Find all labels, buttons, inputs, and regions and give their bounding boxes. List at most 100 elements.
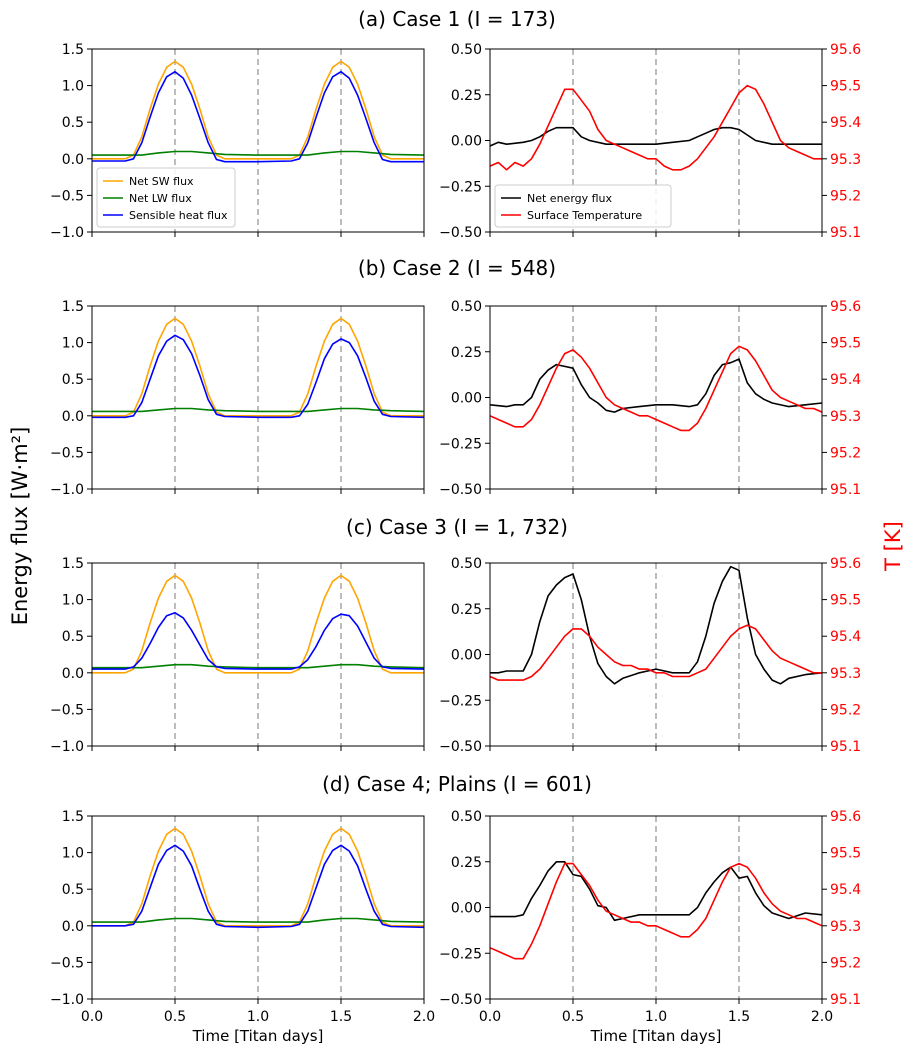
y-tick-label: −0.5: [50, 955, 84, 971]
y2-tick-label: 95.4: [830, 372, 861, 388]
y-tick-label: −1.0: [50, 225, 84, 241]
series-sw: [92, 827, 424, 927]
x-axis-label: Time [Titan days]: [192, 1027, 324, 1045]
y2-tick-label: 95.1: [830, 739, 861, 755]
y2-tick-label: 95.3: [830, 919, 861, 935]
y-tick-label: −0.50: [439, 225, 482, 241]
y2-tick-label: 95.6: [830, 809, 861, 825]
y2-tick-label: 95.5: [830, 336, 861, 352]
panel-7: (d) Case 4; Plains (I = 601)−1.0−0.50.00…: [50, 772, 592, 1045]
x-tick-label: 1.0: [247, 1009, 269, 1025]
y-tick-label: 0.00: [451, 901, 482, 917]
y2-tick-label: 95.5: [830, 846, 861, 862]
y-tick-label: 0.0: [62, 666, 84, 682]
y-tick-label: 0.50: [451, 556, 482, 572]
y-tick-label: 0.00: [451, 391, 482, 407]
x-tick-label: 0.5: [164, 1009, 186, 1025]
panel-title: (a) Case 1 (I = 173): [358, 7, 556, 31]
series-net: [490, 860, 823, 922]
panel-4: −0.50 −0.25 0.00 0.25 0.50 95.1 95.2 95.3 95.4 95…: [439, 299, 861, 498]
panel-title: (d) Case 4; Plains (I = 601): [322, 772, 592, 796]
legend-label: Net energy flux: [527, 192, 613, 205]
y-tick-label: 1.5: [62, 299, 84, 315]
series-temp: [489, 862, 823, 960]
y-tick-label: 0.5: [62, 372, 84, 388]
y-tick-label: 0.0: [62, 919, 84, 935]
panel-title: (b) Case 2 (I = 548): [358, 256, 556, 280]
y2-tick-label: 95.1: [830, 992, 861, 1008]
series-sens: [92, 70, 424, 163]
legend: Net SW flux Net LW flux Sensible heat flux: [96, 167, 236, 228]
panel-title: (c) Case 3 (I = 1, 732): [346, 515, 568, 539]
legend-label: Surface Temperature: [527, 209, 642, 222]
y-tick-label: 0.50: [451, 809, 482, 825]
y-tick-label: 1.0: [62, 336, 84, 352]
y-tick-label: −1.0: [50, 739, 84, 755]
series-lw: [92, 663, 425, 669]
x-tick-label: 1.5: [728, 1009, 750, 1025]
y2-tick-label: 95.2: [830, 955, 861, 971]
x-tick-label: 0.5: [562, 1009, 584, 1025]
y-tick-label: 0.00: [451, 648, 482, 664]
y2-tick-label: 95.6: [830, 299, 861, 315]
y-tick-label: 0.25: [451, 88, 482, 104]
series-sens: [92, 334, 425, 419]
series-lw: [92, 917, 425, 923]
legend-label: Net LW flux: [129, 192, 192, 205]
y-tick-label: −0.25: [439, 693, 482, 709]
panel-8: −0.50 −0.25 0.00 0.25 0.50 95.1 95.2 95.3 95.4 95…: [439, 809, 861, 1045]
y-tick-label: 0.0: [62, 409, 84, 425]
y-tick-label: −0.5: [50, 702, 84, 718]
y2-tick-label: 95.6: [830, 556, 861, 572]
legend: Net energy flux Surface Temperature: [494, 184, 672, 228]
y-tick-label: 0.50: [451, 299, 482, 315]
right-ylabel: T [K]: [881, 521, 905, 572]
y-tick-label: −0.50: [439, 482, 482, 498]
y-tick-label: −0.5: [50, 445, 84, 461]
y-tick-label: 0.5: [62, 115, 84, 131]
y-tick-label: 0.25: [451, 855, 482, 871]
x-tick-label: 1.0: [645, 1009, 667, 1025]
y2-tick-label: 95.6: [830, 42, 861, 58]
y2-tick-label: 95.3: [830, 409, 861, 425]
y-tick-label: −1.0: [50, 992, 84, 1008]
panel-3: (b) Case 2 (I = 548) −1.0 −0.5 0.0 0.5 1.0 1.5: [50, 256, 556, 498]
x-tick-label: 2.0: [811, 1009, 833, 1025]
panel-2: −0.50 −0.25 0.00 0.25 0.50 95.1 95.2 95.3 95.4 95…: [439, 42, 861, 241]
y-tick-label: −0.25: [439, 436, 482, 452]
series-temp: [489, 345, 823, 432]
legend-box: [96, 167, 236, 228]
left-ylabel: Energy flux [W·m²]: [8, 427, 32, 626]
y2-tick-label: 95.5: [830, 593, 861, 609]
series-sw: [92, 317, 424, 417]
y2-tick-label: 95.1: [830, 482, 861, 498]
series-temp: [489, 624, 822, 681]
x-tick-label: 0.0: [81, 1009, 103, 1025]
y-tick-label: 1.5: [62, 556, 84, 572]
series-temp: [489, 84, 822, 171]
x-tick-label: 2.0: [413, 1009, 435, 1025]
x-tick-label: 1.5: [330, 1009, 352, 1025]
y2-tick-label: 95.2: [830, 445, 861, 461]
y-tick-label: 0.50: [451, 42, 482, 58]
y-tick-label: 0.0: [62, 152, 84, 168]
y-tick-label: 1.0: [62, 846, 84, 862]
panel-6: −0.50 −0.25 0.00 0.25 0.50 95.1 95.2 95.3 95.4 95…: [439, 556, 861, 755]
y-tick-label: 1.0: [62, 79, 84, 95]
y-tick-label: −0.50: [439, 739, 482, 755]
y2-tick-label: 95.1: [830, 225, 861, 241]
y2-tick-label: 95.4: [830, 115, 861, 131]
series-net: [489, 358, 823, 413]
y2-tick-label: 95.2: [830, 188, 861, 204]
y-tick-label: 0.5: [62, 882, 84, 898]
y-tick-label: −0.50: [439, 992, 482, 1008]
series-sens: [92, 844, 425, 929]
series-sw: [92, 60, 424, 160]
y-tick-label: −0.25: [439, 946, 482, 962]
series-sens: [92, 611, 425, 670]
y2-tick-label: 95.4: [830, 629, 861, 645]
y-tick-label: 0.00: [451, 134, 482, 150]
y2-tick-label: 95.2: [830, 702, 861, 718]
y-tick-label: 0.25: [451, 345, 482, 361]
